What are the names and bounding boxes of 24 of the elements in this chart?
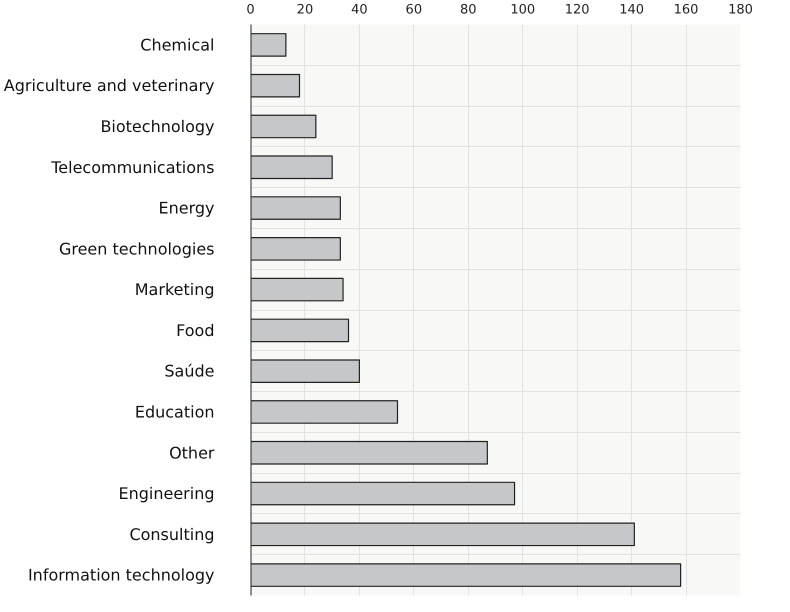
x-tick-label: 40: [351, 2, 368, 18]
x-tick-label: 0: [246, 2, 255, 18]
y-tick-label: Information technology: [28, 566, 214, 585]
x-tick-label: 20: [296, 2, 314, 18]
y-tick-label: Marketing: [134, 280, 215, 300]
y-tick-label: Energy: [158, 198, 214, 218]
y-tick-label: Saúde: [164, 362, 215, 381]
y-tick-label: Biotechnology: [100, 116, 215, 136]
x-tick-label: 120: [564, 2, 590, 18]
y-tick-label: Green technologies: [58, 239, 215, 258]
x-tick-label: 140: [619, 2, 644, 18]
x-tick-label: 180: [728, 2, 753, 18]
y-tick-label: Chemical: [140, 35, 214, 54]
x-tick-label: 60: [406, 2, 422, 18]
y-tick-label: Consulting: [129, 524, 215, 544]
y-tick-label: Agriculture and veterinary: [4, 76, 215, 96]
y-tick-label: Education: [134, 402, 214, 422]
y-tick-label: Telecommunications: [50, 158, 215, 177]
x-tick-label: 160: [674, 2, 698, 18]
y-tick-label: Other: [169, 443, 215, 462]
x-tick-label: 100: [510, 2, 536, 18]
y-tick-label: Food: [176, 320, 215, 340]
y-tick-label: Engineering: [118, 484, 214, 504]
x-tick-label: 80: [460, 2, 477, 18]
